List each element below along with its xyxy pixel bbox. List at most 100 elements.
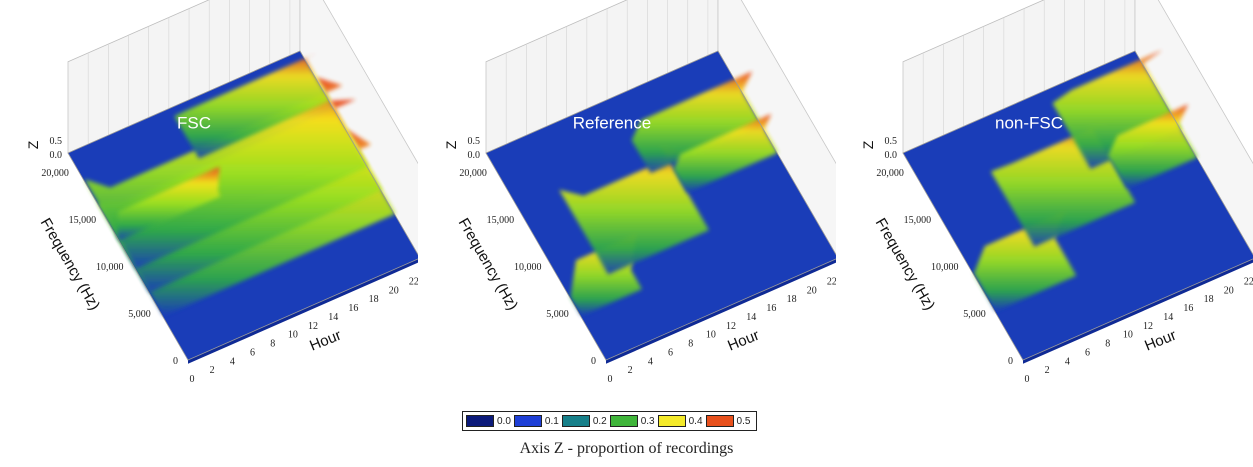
- hour-tick-label: 6: [1085, 347, 1090, 358]
- legend-label: 0.3: [640, 415, 655, 427]
- surface-chart-svg: Reference0246810121416182022Hour05,00010…: [443, 0, 836, 385]
- frequency-axis-label: Frequency (Hz): [872, 215, 938, 313]
- hour-tick-label: 10: [1123, 330, 1133, 341]
- activity-band: [559, 145, 709, 275]
- z-tick-label: 0.5: [50, 136, 63, 147]
- activity-band: [1108, 104, 1198, 189]
- z-tick-label: 0.5: [885, 136, 898, 147]
- surface-panel-fsc: FSC 0 2 4 6 8 10 12 14 16 18 20 22 Hour 0 5,000 10,000 15…: [0, 0, 418, 400]
- floor-edge: [188, 258, 418, 364]
- z-tick-label: 0.0: [50, 150, 63, 161]
- legend-item: 0.4: [657, 415, 704, 427]
- legend-swatch: [657, 415, 686, 427]
- hour-tick-label: 2: [628, 365, 633, 376]
- frequency-tick-label: 0: [591, 356, 596, 367]
- hour-tick-label: 14: [328, 312, 338, 323]
- frequency-tick-label: 5,000: [546, 309, 569, 320]
- frequency-axis-label: Frequency (Hz): [455, 215, 521, 313]
- hour-tick-label: 20: [1224, 285, 1234, 296]
- activity-band: [631, 71, 762, 174]
- hour-tick-label: 14: [1163, 312, 1173, 323]
- surface-chart-svg: non-FSC0246810121416182022Hour05,00010,0…: [860, 0, 1253, 385]
- z-tick-label: 0.5: [468, 136, 481, 147]
- hour-tick-label: 2: [1045, 365, 1050, 376]
- hour-tick-label: 18: [1204, 294, 1214, 305]
- floor-outline: [485, 50, 836, 361]
- frequency-tick-label: 10,000: [96, 262, 124, 273]
- z-axis-label: Z: [443, 140, 459, 149]
- frequency-tick-label: 10,000: [514, 262, 542, 273]
- hour-tick-label: 12: [726, 321, 736, 332]
- hour-tick-label: 0: [608, 374, 613, 385]
- frequency-tick-label: 15,000: [904, 215, 932, 226]
- hour-tick-label: 12: [308, 321, 318, 332]
- frequency-tick-label: 5,000: [963, 309, 986, 320]
- frequency-tick-label: 0: [1008, 356, 1013, 367]
- floor-edge: [1023, 258, 1253, 364]
- hour-tick-label: 18: [787, 294, 797, 305]
- panel-title-reference: Reference: [573, 113, 651, 132]
- floor-edge: [606, 258, 836, 364]
- hour-tick-label: 18: [369, 294, 379, 305]
- frequency-tick-label: 0: [173, 356, 178, 367]
- hour-tick-label: 10: [706, 330, 716, 341]
- panel-title-fsc: FSC: [177, 113, 211, 132]
- legend-swatch: [705, 415, 734, 427]
- color-legend: 0.0 0.1 0.2 0.3 0.4 0.5: [462, 411, 758, 431]
- hour-tick-label: 16: [766, 303, 776, 314]
- frequency-tick-label: 20,000: [459, 168, 487, 179]
- hour-tick-label: 14: [746, 312, 756, 323]
- legend-swatch: [513, 415, 542, 427]
- z-tick-label: 0.0: [885, 150, 898, 161]
- frequency-tick-label: 10,000: [931, 262, 959, 273]
- legend-label: 0.4: [688, 415, 703, 427]
- frequency-tick-label: 5,000: [128, 309, 151, 320]
- frequency-tick-label: 20,000: [876, 168, 904, 179]
- legend-swatch: [561, 415, 590, 427]
- legend-item: 0.1: [513, 415, 560, 427]
- hour-tick-label: 10: [288, 330, 298, 341]
- hour-tick-label: 8: [1105, 339, 1110, 350]
- frequency-axis-label: Frequency (Hz): [37, 215, 103, 313]
- z-axis-label: Z: [25, 140, 41, 149]
- hour-tick-label: 0: [1025, 374, 1030, 385]
- hour-tick-label: 8: [688, 339, 693, 350]
- legend-label: 0.1: [544, 415, 559, 427]
- hour-tick-label: 16: [348, 303, 358, 314]
- frequency-tick-label: 15,000: [487, 215, 515, 226]
- frequency-tick-label: 15,000: [69, 215, 97, 226]
- frequency-tick-label: 20,000: [41, 168, 69, 179]
- surface-panel-reference: Reference 0 2 4 6 8 10 12 14 16 18 20 22 Hour 0 5,000 10…: [418, 0, 836, 400]
- hour-tick-label: 20: [389, 285, 399, 296]
- hour-tick-label: 6: [250, 347, 255, 358]
- surface-chart-svg: FSC0246810121416182022Hour05,00010,00015…: [25, 0, 418, 385]
- legend-label: 0.0: [497, 415, 511, 427]
- hour-tick-label: 20: [807, 285, 817, 296]
- legend-item: 0.3: [609, 415, 656, 427]
- z-axis-caption: Axis Z - proportion of recordings: [519, 440, 734, 457]
- hour-tick-label: 16: [1183, 303, 1193, 314]
- legend-item: 0.0: [466, 415, 512, 427]
- hour-tick-label: 6: [668, 347, 673, 358]
- hour-tick-label: 4: [1065, 356, 1070, 367]
- hour-tick-label: 22: [409, 276, 418, 287]
- panel-title-non-fsc: non-FSC: [995, 113, 1063, 132]
- legend-item: 0.2: [561, 415, 608, 427]
- hour-tick-label: 22: [1244, 276, 1253, 287]
- activity-band: [117, 166, 221, 241]
- legend-label: 0.2: [592, 415, 607, 427]
- surface-panel-non-fsc: non-FSC 0 2 4 6 8 10 12 14 16 18 20 22 Hour 0 5,000 10,0…: [835, 0, 1253, 400]
- hour-tick-label: 4: [230, 356, 235, 367]
- hour-tick-label: 4: [648, 356, 653, 367]
- hour-tick-label: 12: [1143, 321, 1153, 332]
- legend-swatch: [609, 415, 638, 427]
- legend-label: 0.5: [736, 415, 751, 427]
- legend-swatch: [466, 415, 494, 427]
- floor-outline: [67, 50, 418, 361]
- hour-tick-label: 8: [270, 339, 275, 350]
- hour-tick-label: 2: [210, 365, 215, 376]
- activity-band: [174, 52, 330, 159]
- hour-tick-label: 22: [827, 276, 836, 287]
- hour-tick-label: 0: [190, 374, 195, 385]
